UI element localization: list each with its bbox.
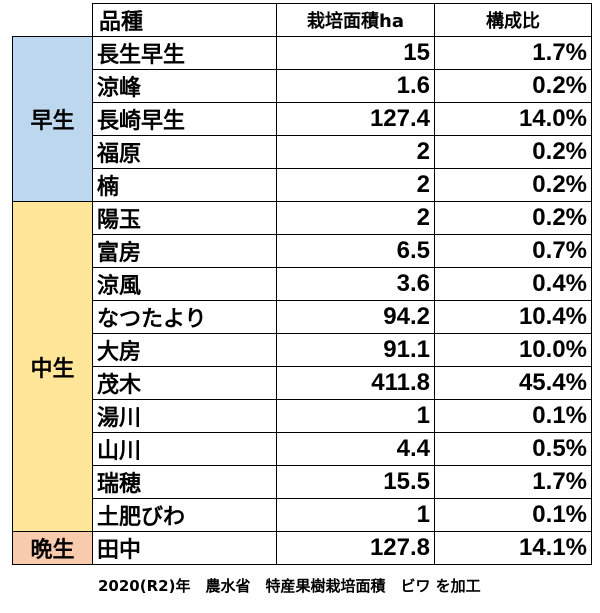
header-group <box>12 3 93 37</box>
variety-cell: 瑞穂 <box>92 465 277 499</box>
table-row: 中生 陽玉 2 0.2% <box>12 201 592 532</box>
ratio-cell: 0.1% <box>434 498 592 532</box>
area-cell: 127.4 <box>276 102 435 136</box>
ratio-cell: 10.4% <box>434 300 592 334</box>
table-row: 涼峰 1.6 0.2% <box>13 69 592 103</box>
table-row: 晩生 田中 127.8 14.1% <box>12 531 592 565</box>
ratio-cell: 10.0% <box>434 333 592 367</box>
table-row: 富房 6.5 0.7% <box>13 234 592 268</box>
area-cell: 15 <box>276 36 435 70</box>
area-cell: 6.5 <box>276 234 435 268</box>
area-cell: 2 <box>276 168 435 202</box>
table-row: 茂木 411.8 45.4% <box>13 366 592 400</box>
header-row: 品種 栽培面積ha 構成比 <box>12 3 592 37</box>
variety-cell: 長崎早生 <box>92 102 277 136</box>
area-cell: 1.6 <box>276 69 435 103</box>
table-row: 涼風 3.6 0.4% <box>13 267 592 301</box>
area-cell: 2 <box>276 135 435 169</box>
variety-cell: 陽玉 <box>92 201 277 235</box>
area-cell: 1 <box>276 498 435 532</box>
ratio-cell: 0.5% <box>434 432 592 466</box>
ratio-cell: 14.1% <box>434 531 592 565</box>
area-cell: 127.8 <box>276 531 435 565</box>
table-row: 早生 長生早生 15 1.7% <box>12 36 592 202</box>
variety-cell: 大房 <box>92 333 277 367</box>
header-ratio: 構成比 <box>434 3 592 37</box>
variety-cell: 長生早生 <box>92 36 277 70</box>
ratio-cell: 45.4% <box>434 366 592 400</box>
variety-cell: 涼風 <box>92 267 277 301</box>
source-note: 2020(R2)年 農水省 特産果樹栽培面積 ビワ を加工 <box>98 577 481 595</box>
group-label: 中生 <box>12 201 93 532</box>
area-cell: 3.6 <box>276 267 435 301</box>
ratio-cell: 0.4% <box>434 267 592 301</box>
table-row: 大房 91.1 10.0% <box>13 333 592 367</box>
table-row: 長崎早生 127.4 14.0% <box>13 102 592 136</box>
variety-cell: 山川 <box>92 432 277 466</box>
ratio-cell: 0.7% <box>434 234 592 268</box>
ratio-cell: 0.2% <box>434 168 592 202</box>
table-row: なつたより 94.2 10.4% <box>13 300 592 334</box>
variety-cell: 土肥びわ <box>92 498 277 532</box>
variety-cell: 湯川 <box>92 399 277 433</box>
variety-cell: 楠 <box>92 168 277 202</box>
variety-cell: 茂木 <box>92 366 277 400</box>
variety-cell: 福原 <box>92 135 277 169</box>
table-row: 湯川 1 0.1% <box>13 399 592 433</box>
group-label: 早生 <box>12 36 93 202</box>
table-row: 福原 2 0.2% <box>13 135 592 169</box>
loquat-variety-table: 品種 栽培面積ha 構成比 早生 長生早生 15 1.7% 涼峰 1.6 0.2% 長崎早生 1… <box>12 3 592 565</box>
ratio-cell: 1.7% <box>434 465 592 499</box>
table-row: 土肥びわ 1 0.1% <box>13 498 592 532</box>
table-row: 山川 4.4 0.5% <box>13 432 592 466</box>
ratio-cell: 0.2% <box>434 201 592 235</box>
group-label: 晩生 <box>12 531 93 565</box>
ratio-cell: 0.2% <box>434 69 592 103</box>
header-area: 栽培面積ha <box>276 3 435 37</box>
table-row: 瑞穂 15.5 1.7% <box>13 465 592 499</box>
area-cell: 2 <box>276 201 435 235</box>
variety-cell: 田中 <box>92 531 277 565</box>
ratio-cell: 14.0% <box>434 102 592 136</box>
table-row: 楠 2 0.2% <box>13 168 592 202</box>
area-cell: 4.4 <box>276 432 435 466</box>
variety-cell: なつたより <box>92 300 277 334</box>
area-cell: 94.2 <box>276 300 435 334</box>
ratio-cell: 1.7% <box>434 36 592 70</box>
variety-cell: 富房 <box>92 234 277 268</box>
ratio-cell: 0.2% <box>434 135 592 169</box>
area-cell: 411.8 <box>276 366 435 400</box>
area-cell: 91.1 <box>276 333 435 367</box>
area-cell: 1 <box>276 399 435 433</box>
area-cell: 15.5 <box>276 465 435 499</box>
ratio-cell: 0.1% <box>434 399 592 433</box>
variety-cell: 涼峰 <box>92 69 277 103</box>
header-variety: 品種 <box>92 3 277 37</box>
